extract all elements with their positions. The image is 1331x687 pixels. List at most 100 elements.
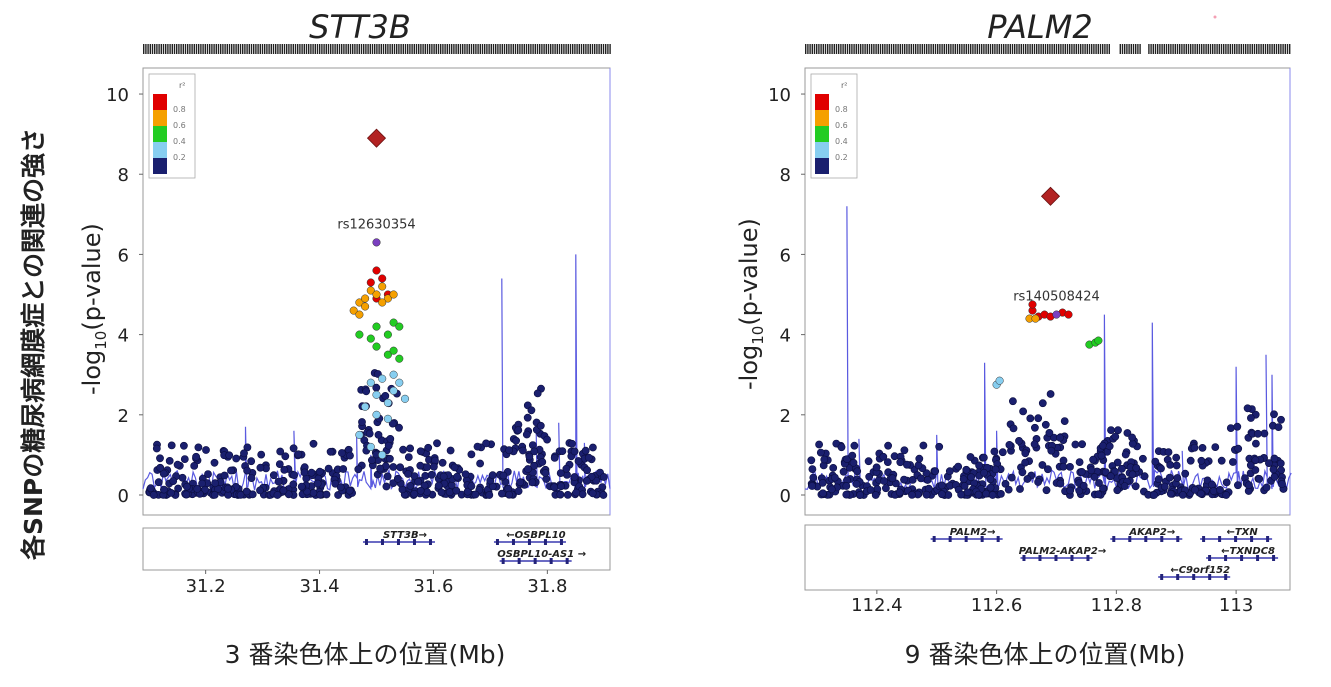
snp-density-tick (875, 44, 877, 54)
snp-point-r00 (574, 457, 583, 465)
snp-density-tick (989, 44, 992, 54)
snp-point-r00 (1251, 466, 1260, 474)
snp-density-tick (1011, 44, 1014, 54)
chart-panel-0: 0 2 4 6 8 10 rs12630354 r² 0.8 0.6 0.4 0.2 STT3B→ ←OS… (106, 44, 611, 597)
snp-density-tick (316, 44, 319, 54)
snp-density-tick (250, 44, 253, 54)
snp-point-r00 (149, 491, 158, 499)
snp-point-r00 (864, 457, 873, 466)
snp-point-r00 (1056, 433, 1064, 442)
snp-point-r06 (355, 310, 364, 319)
snp-density-tick (162, 44, 165, 54)
snp-point-r00 (850, 441, 859, 450)
snp-density-tick (1181, 44, 1183, 54)
snp-density-tick (824, 44, 827, 54)
snp-point-r00 (991, 465, 1000, 474)
snp-point-r08 (1064, 310, 1073, 319)
snp-density-tick (585, 44, 587, 54)
snp-point-r00 (439, 472, 448, 481)
snp-point-r00 (583, 466, 591, 475)
snp-density-tick (510, 44, 512, 54)
snp-point-r00 (1265, 459, 1273, 467)
snp-density-tick (890, 44, 893, 54)
snp-point-r00 (274, 477, 283, 486)
snp-density-tick (594, 44, 596, 54)
snp-density-tick (180, 44, 182, 54)
snp-point-r02 (389, 370, 398, 379)
gene-exon (543, 539, 547, 545)
snp-density-tick (404, 44, 407, 54)
snp-density-tick (288, 44, 290, 54)
snp-density-tick (158, 44, 160, 54)
snp-point-r00 (256, 463, 265, 472)
snp-point-r02 (378, 374, 387, 383)
gene-track: STT3B→ ←OSBPL10 OSBPL10-AS1 → (142, 527, 611, 571)
gene-exon (1112, 536, 1116, 542)
snp-density-tick (967, 44, 970, 54)
snp-density-tick (367, 44, 369, 54)
snp-density-tick (1055, 44, 1058, 54)
legend-label: 0.2 (835, 153, 848, 162)
snp-point-r00 (182, 490, 191, 499)
snp-point-r00 (815, 440, 823, 449)
xtick-label: 113 (1219, 595, 1253, 616)
snp-density-tick (952, 44, 954, 54)
gene-exon (1176, 574, 1180, 580)
snp-density-tick (1086, 44, 1088, 54)
snp-density-tick (978, 44, 981, 54)
snp-density-tick (853, 44, 855, 54)
snp-point-r00 (179, 441, 188, 450)
gene-exon (527, 539, 531, 545)
snp-density-tick (1060, 44, 1062, 54)
snp-point-r00 (467, 482, 476, 490)
snp-density-tick (895, 44, 897, 54)
snp-point-r00 (201, 485, 209, 494)
gene-exon (980, 536, 984, 542)
snp-point-r00 (1226, 424, 1235, 432)
gene-exon (1054, 555, 1058, 561)
snp-density-tick (290, 44, 292, 54)
snp-density-tick (523, 44, 525, 54)
snp-density-tick (1077, 44, 1080, 54)
snp-point-r04 (355, 330, 364, 339)
snp-point-r00 (225, 451, 234, 460)
snp-density-tick (932, 44, 934, 54)
snp-density-tick (409, 44, 411, 54)
snp-point-r00 (1019, 407, 1027, 416)
snp-point-r06 (361, 302, 370, 311)
snp-density-tick (512, 44, 514, 54)
snp-point-r00 (998, 448, 1007, 457)
snp-points (807, 300, 1288, 499)
snp-point-r00 (914, 461, 923, 470)
snp-point-r00 (550, 453, 559, 462)
snp-density-tick (462, 44, 464, 54)
snp-point-r04 (372, 322, 381, 331)
snp-point-r02 (355, 430, 364, 439)
snp-density-tick (204, 44, 206, 54)
snp-point-r00 (563, 490, 572, 499)
snp-point-r00 (514, 487, 523, 495)
snp-point-r00 (962, 465, 971, 474)
snp-point-r00 (204, 470, 212, 478)
snp-point-r00 (315, 467, 324, 476)
snp-point-r06 (383, 294, 392, 303)
snp-point-r00 (954, 462, 963, 471)
snp-point-r00 (1045, 428, 1054, 437)
snp-point-r00 (499, 471, 508, 480)
lead-snp-label: rs12630354 (337, 217, 415, 232)
snp-density-tick (222, 44, 224, 54)
snp-density-tick (497, 44, 499, 54)
snp-density-tick (433, 44, 435, 54)
snp-point-r00 (848, 451, 857, 460)
snp-density-tick (389, 44, 391, 54)
snp-point-r00 (1097, 451, 1106, 460)
snp-density-tick (200, 44, 202, 54)
snp-density-tick (1064, 44, 1066, 54)
snp-point-r00 (903, 460, 911, 469)
snp-density-tick (466, 44, 468, 54)
snp-density-tick (488, 44, 490, 54)
snp-point-r00 (326, 447, 335, 456)
snp-density-tick (1091, 44, 1093, 54)
gene-exon (380, 539, 384, 545)
